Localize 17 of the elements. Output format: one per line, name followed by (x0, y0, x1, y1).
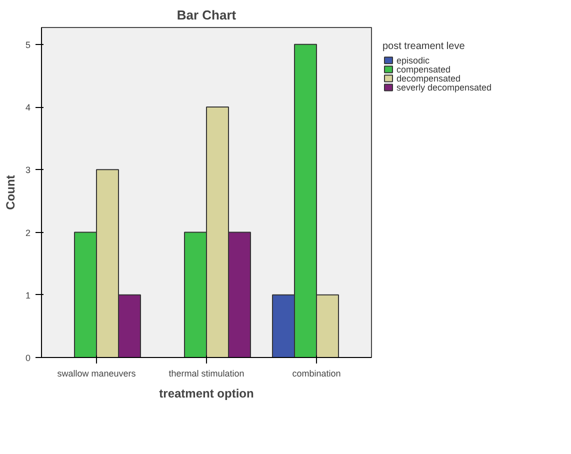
y-tick-label: 2 (25, 228, 31, 238)
x-tick-label: swallow maneuvers (57, 368, 136, 378)
legend-title: post treament leve (382, 41, 466, 52)
legend-label: decompensated (396, 73, 461, 84)
y-axis-title: Count (3, 175, 18, 210)
y-tick-label: 0 (25, 353, 31, 363)
x-tick-label: combination (292, 368, 341, 378)
x-tick-label: thermal stimulation (168, 368, 244, 378)
legend-label: compensated (396, 64, 451, 74)
y-tick-label: 1 (25, 290, 31, 300)
x-axis-title: treatment option (159, 386, 254, 400)
legend-label: severly decompensated (396, 82, 492, 92)
y-tick-label: 4 (25, 102, 31, 113)
y-tick-label: 3 (25, 165, 31, 176)
legend-label: episodic (396, 55, 430, 66)
y-tick-label: 5 (25, 40, 31, 50)
chart-title: Bar Chart (176, 8, 237, 22)
